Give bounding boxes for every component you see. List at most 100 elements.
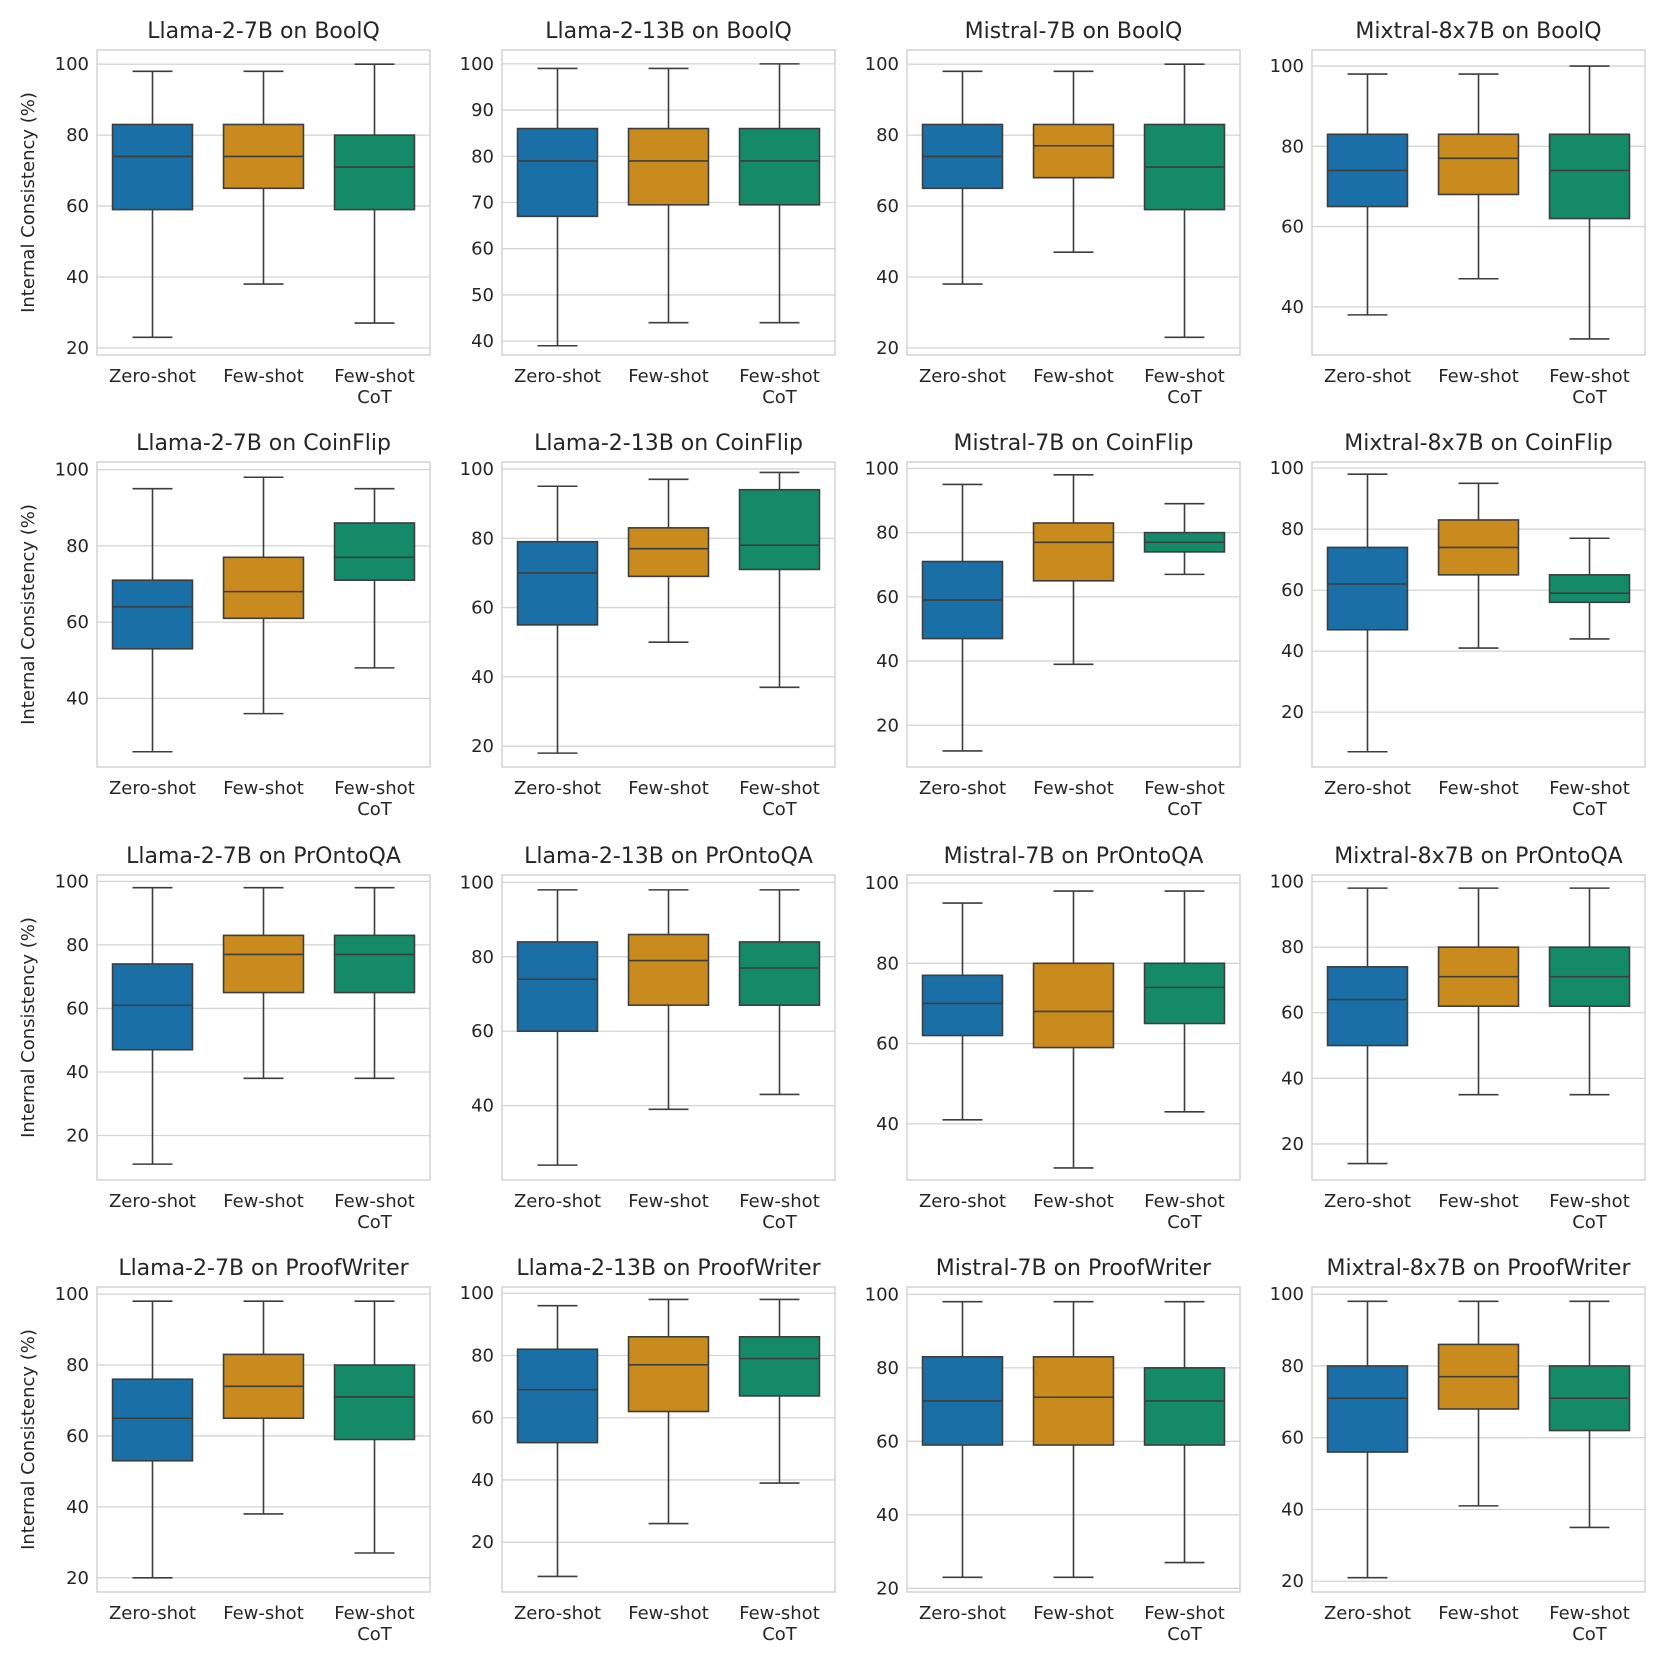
subplot-title: Llama-2-7B on CoinFlip — [136, 431, 391, 456]
y-tick-label: 40 — [1281, 297, 1304, 318]
x-tick-label: Zero-shot — [1324, 778, 1411, 799]
subplot-title: Llama-2-13B on ProofWriter — [516, 1256, 821, 1281]
box-iqr — [1032, 962, 1115, 1049]
y-tick-label: 80 — [876, 1358, 899, 1379]
box-iqr — [516, 540, 599, 626]
box-zero-shot — [1326, 73, 1409, 316]
x-tick-label: Few-shot CoT — [1549, 1191, 1630, 1233]
x-tick-label: Zero-shot — [919, 778, 1006, 799]
y-tick-label: 100 — [460, 54, 494, 75]
box-zero-shot — [1326, 887, 1409, 1165]
y-tick-label: 20 — [876, 715, 899, 736]
box-iqr — [111, 1378, 194, 1462]
y-tick-label: 100 — [460, 1283, 494, 1304]
box-iqr — [1326, 1365, 1409, 1453]
y-tick-label: 20 — [1281, 1571, 1304, 1592]
x-tick-label: Zero-shot — [109, 366, 196, 387]
box-iqr — [516, 941, 599, 1033]
box-few-shot-cot — [1143, 63, 1226, 339]
subplot-14: 20 40 60 80 100 Llama-2-13B on ProofWriter Zer… — [460, 1256, 836, 1645]
x-tick-label: Few-shot CoT — [334, 366, 415, 408]
subplot-title: Llama-2-13B on PrOntoQA — [524, 844, 813, 869]
y-tick-label: 80 — [471, 947, 494, 968]
x-tick-label: Zero-shot — [514, 1191, 601, 1212]
y-tick-label: 100 — [460, 459, 494, 480]
y-tick-label: 70 — [471, 193, 494, 214]
x-tick-label: Few-shot — [223, 366, 304, 387]
y-tick-label: 60 — [471, 1408, 494, 1429]
y-tick-label: 20 — [471, 736, 494, 757]
y-tick-label: 100 — [1270, 56, 1304, 77]
y-tick-label: 40 — [1281, 1068, 1304, 1089]
y-tick-label: 60 — [471, 239, 494, 260]
x-tick-label: Zero-shot — [514, 778, 601, 799]
box-iqr — [516, 1348, 599, 1444]
box-iqr — [627, 1335, 710, 1413]
box-few-shot-cot — [1548, 887, 1631, 1096]
y-tick-label: 80 — [66, 1355, 89, 1376]
y-tick-label: 100 — [55, 1284, 89, 1305]
y-tick-label: 60 — [66, 612, 89, 633]
box-zero-shot — [1326, 473, 1409, 753]
y-tick-label: 40 — [66, 267, 89, 288]
subplot-title: Mixtral-8x7B on CoinFlip — [1344, 431, 1613, 456]
x-tick-label: Few-shot CoT — [1144, 1191, 1225, 1233]
box-few-shot — [1032, 1300, 1115, 1579]
y-tick-label: 20 — [1281, 702, 1304, 723]
box-zero-shot — [111, 1300, 194, 1579]
y-tick-label: 50 — [471, 285, 494, 306]
y-axis-label: Internal Consistency (%) — [18, 504, 39, 725]
box-few-shot — [627, 889, 710, 1111]
subplot-title: Mistral-7B on ProofWriter — [936, 1256, 1212, 1281]
box-few-shot — [1437, 482, 1520, 649]
box-few-shot-cot — [1143, 502, 1226, 576]
x-tick-label: Few-shot — [628, 1603, 709, 1624]
box-few-shot — [1437, 887, 1520, 1096]
y-tick-label: 60 — [876, 587, 899, 608]
box-few-shot-cot — [738, 1298, 821, 1484]
y-tick-label: 100 — [865, 1284, 899, 1305]
y-tick-label: 60 — [876, 1431, 899, 1452]
subplot-title: Llama-2-7B on BoolQ — [147, 19, 380, 44]
box-zero-shot — [516, 485, 599, 754]
box-zero-shot — [516, 1304, 599, 1578]
subplot-title: Mistral-7B on CoinFlip — [954, 431, 1194, 456]
box-zero-shot — [111, 886, 194, 1165]
y-tick-label: 60 — [876, 1034, 899, 1055]
box-iqr — [738, 941, 821, 1006]
y-tick-label: 80 — [471, 146, 494, 167]
box-iqr — [627, 127, 710, 206]
x-tick-label: Few-shot — [1438, 1603, 1519, 1624]
box-iqr — [111, 579, 194, 650]
box-few-shot-cot — [1548, 65, 1631, 340]
box-iqr — [921, 974, 1004, 1037]
y-tick-label: 80 — [471, 1345, 494, 1366]
y-tick-label: 60 — [66, 998, 89, 1019]
y-tick-label: 60 — [876, 196, 899, 217]
y-tick-label: 60 — [1281, 1428, 1304, 1449]
box-few-shot — [1437, 73, 1520, 280]
box-zero-shot — [111, 487, 194, 753]
box-iqr — [627, 527, 710, 578]
x-tick-label: Few-shot CoT — [1144, 366, 1225, 408]
box-few-shot-cot — [1548, 537, 1631, 640]
y-tick-label: 100 — [55, 871, 89, 892]
box-iqr — [1032, 522, 1115, 582]
box-iqr — [333, 1364, 416, 1441]
subplot-16: 20 40 60 80 100 Mixtral-8x7B on ProofWriter Ze… — [1270, 1256, 1646, 1645]
y-tick-label: 60 — [66, 196, 89, 217]
x-tick-label: Few-shot CoT — [1549, 1603, 1630, 1645]
y-tick-label: 40 — [876, 651, 899, 672]
x-tick-label: Zero-shot — [919, 1191, 1006, 1212]
y-tick-label: 40 — [471, 1470, 494, 1491]
box-few-shot-cot — [333, 1300, 416, 1554]
y-tick-label: 60 — [1281, 217, 1304, 238]
subplot-title: Mixtral-8x7B on PrOntoQA — [1334, 844, 1622, 869]
box-zero-shot — [921, 70, 1004, 285]
box-zero-shot — [516, 67, 599, 347]
box-few-shot-cot — [738, 471, 821, 689]
y-tick-label: 20 — [1281, 1134, 1304, 1155]
box-zero-shot — [921, 902, 1004, 1121]
y-tick-label: 80 — [1281, 937, 1304, 958]
y-tick-label: 100 — [1270, 1284, 1304, 1305]
